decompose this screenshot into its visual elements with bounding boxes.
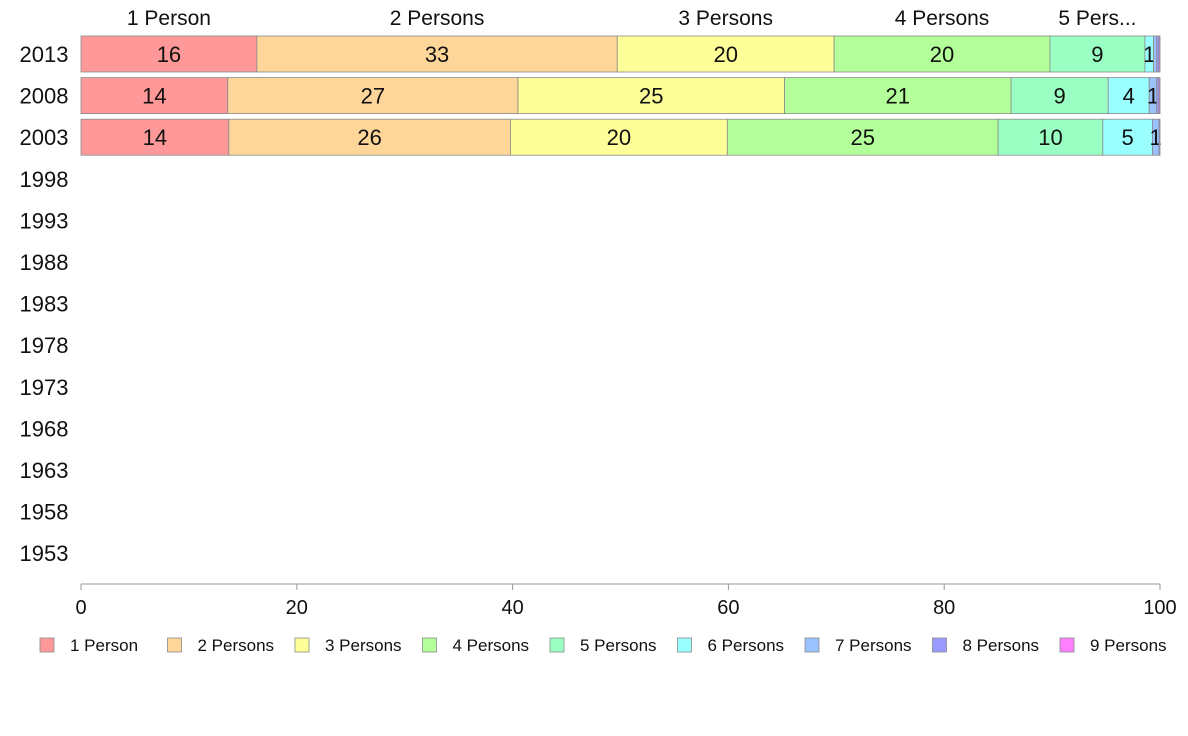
data-label-2013-3: 20: [713, 42, 737, 67]
bar-2008-4-persons: [784, 77, 1012, 114]
legend-swatch-3: [294, 637, 310, 653]
y-tick-label-2008: 2008: [20, 84, 69, 109]
y-tick-label-2013: 2013: [20, 42, 69, 67]
bar-2013-7-persons: [1153, 35, 1158, 73]
data-label-2008-7: 1: [1147, 84, 1159, 109]
legend-label-2: 2 Persons: [198, 636, 275, 655]
bar-2008-9-persons: [1158, 77, 1161, 114]
data-label-2013-1: 16: [157, 42, 181, 67]
legend-label-6: 6 Persons: [708, 636, 785, 655]
legend-label-4: 4 Persons: [453, 636, 530, 655]
y-tick-label-1968: 1968: [20, 416, 69, 441]
legend-label-8: 8 Persons: [963, 636, 1040, 655]
legend-label-5: 5 Persons: [580, 636, 657, 655]
y-tick-label-1983: 1983: [20, 292, 69, 317]
data-label-2008-5: 9: [1054, 84, 1066, 109]
x-tick-label-100: 100: [1143, 597, 1176, 619]
y-tick-label-2003: 2003: [20, 125, 69, 150]
legend-swatch-5: [549, 637, 565, 653]
data-label-2003-2: 26: [357, 125, 381, 150]
data-label-2008-2: 27: [361, 84, 385, 109]
bar-2003-1-person: [80, 118, 230, 156]
legend-swatch-1: [39, 637, 55, 653]
data-label-2008-1: 14: [142, 84, 166, 109]
legend-swatch-8: [932, 637, 947, 653]
y-tick-label-1953: 1953: [20, 541, 69, 566]
bar-2003-4-persons: [726, 118, 999, 156]
bar-2008-1-person: [80, 77, 229, 114]
data-label-2003-3: 20: [607, 125, 631, 150]
data-label-2008-3: 25: [639, 84, 663, 109]
y-tick-label-1998: 1998: [20, 167, 69, 192]
data-label-2013-2: 33: [425, 42, 449, 67]
legend-swatch-4: [422, 637, 437, 653]
legend-swatch-7: [804, 637, 820, 653]
x-tick-label-60: 60: [717, 597, 739, 619]
x-tick-label-20: 20: [286, 597, 308, 619]
top-label-4: 4 Persons: [895, 7, 990, 30]
top-label-3: 3 Persons: [678, 7, 773, 30]
data-label-2003-6: 5: [1122, 125, 1134, 150]
bar-2008-2-persons: [227, 77, 519, 114]
bar-2013-5-persons: [1049, 35, 1146, 73]
top-label-5: 5 Pers...: [1058, 7, 1136, 30]
bar-2003-3-persons: [510, 118, 728, 156]
legend-label-3: 3 Persons: [325, 636, 402, 655]
bar-2013-3-persons: [616, 35, 835, 73]
x-tick-label-40: 40: [501, 597, 523, 619]
x-tick-label-80: 80: [933, 597, 955, 619]
y-tick-label-1988: 1988: [20, 250, 69, 275]
bar-2008-6-persons: [1107, 77, 1150, 114]
legend-label-1: 1 Person: [70, 636, 138, 655]
y-tick-label-1978: 1978: [20, 333, 69, 358]
legend-label-7: 7 Persons: [835, 636, 912, 655]
legend-swatch-6: [677, 637, 692, 653]
bar-2003-6-persons: [1102, 118, 1153, 156]
bar-2003-5-persons: [997, 118, 1104, 156]
bar-2013-9-persons: [1158, 35, 1161, 73]
legend-label-9: 9 Persons: [1090, 636, 1167, 655]
data-label-2013-5: 9: [1091, 42, 1103, 67]
x-tick-label-0: 0: [75, 597, 86, 619]
bar-2003-8-persons: [1158, 118, 1161, 156]
data-label-2008-4: 21: [886, 84, 910, 109]
data-label-2008-6: 4: [1123, 84, 1135, 109]
bar-2013-1-person: [80, 35, 258, 73]
data-label-2013-6: 1: [1143, 42, 1155, 67]
top-label-2: 2 Persons: [390, 7, 485, 30]
data-label-2013-4: 20: [930, 42, 954, 67]
data-label-2003-4: 25: [850, 125, 874, 150]
data-label-2003-5: 10: [1038, 125, 1062, 150]
bar-2003-2-persons: [228, 118, 511, 156]
bar-2013-2-persons: [256, 35, 618, 73]
y-tick-label-1993: 1993: [20, 208, 69, 233]
bar-2013-4-persons: [833, 35, 1051, 73]
top-label-1: 1 Person: [127, 7, 211, 30]
legend-swatch-9: [1059, 637, 1075, 653]
y-tick-label-1973: 1973: [20, 375, 69, 400]
legend-swatch-2: [167, 637, 182, 653]
y-tick-label-1963: 1963: [20, 458, 69, 483]
data-label-2003-1: 14: [143, 125, 167, 150]
y-tick-label-1958: 1958: [20, 500, 69, 525]
